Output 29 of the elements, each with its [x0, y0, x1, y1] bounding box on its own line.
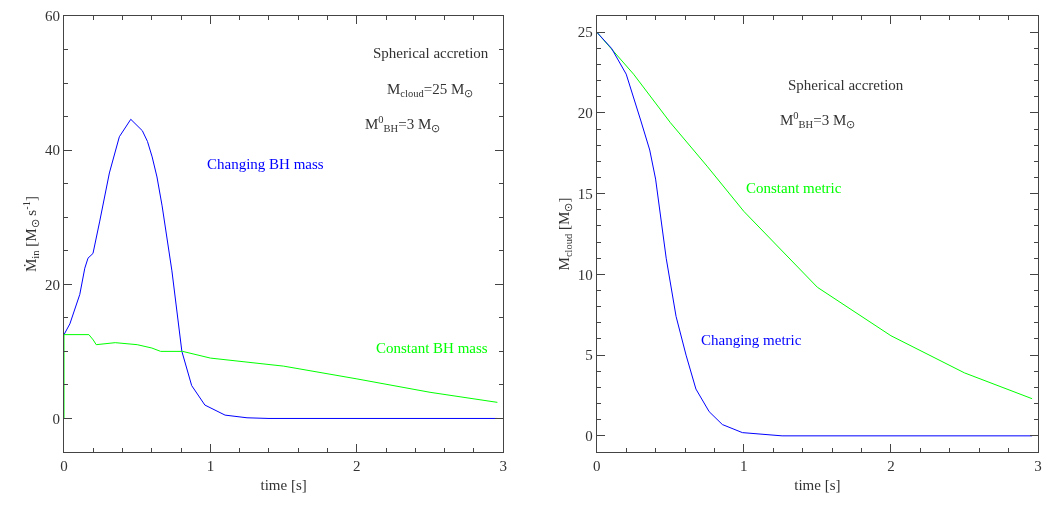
- annotation: M$^{0}$$_{BH}$=3 M$_{⊙}$: [780, 110, 856, 131]
- line-series: [64, 118, 498, 419]
- y-tick-label: 40: [45, 142, 60, 159]
- y-tick-label: 10: [577, 266, 593, 283]
- y-tick-label: 25: [577, 24, 593, 41]
- x-axis-title: time [s]: [794, 477, 841, 493]
- series-label: Constant metric: [746, 180, 842, 196]
- series-label: Constant BH mass: [376, 340, 488, 356]
- annotation: Spherical accretion: [373, 45, 489, 61]
- text: Changing BH mass: [207, 156, 324, 172]
- series-label: Changing metric: [701, 332, 802, 348]
- x-tick-label: 2: [887, 458, 895, 474]
- y-tick-label: 20: [45, 276, 60, 293]
- y-tick-label: 15: [577, 185, 593, 202]
- annotation: Spherical accretion: [788, 77, 904, 93]
- y-tick-label: 20: [577, 105, 593, 122]
- y-tick-label: 5: [585, 347, 593, 364]
- y-tick-label: 60: [45, 8, 60, 25]
- line-series: [64, 334, 498, 419]
- annotation: M$^{0}$$_{BH}$=3 M$_{⊙}$: [365, 114, 441, 135]
- x-tick-label: 1: [740, 458, 748, 474]
- x-tick-label: 2: [353, 458, 361, 474]
- annotation: M$_{cloud}$=25 M$_{⊙}$: [387, 81, 474, 100]
- x-tick-label: 1: [206, 458, 215, 474]
- x-tick-label: 3: [1034, 458, 1042, 474]
- y-tick-label: 0: [52, 410, 60, 427]
- y-tick-label: 0: [585, 428, 593, 445]
- x-axis-title: time [s]: [260, 477, 307, 493]
- x-tick-label: 3: [499, 458, 508, 474]
